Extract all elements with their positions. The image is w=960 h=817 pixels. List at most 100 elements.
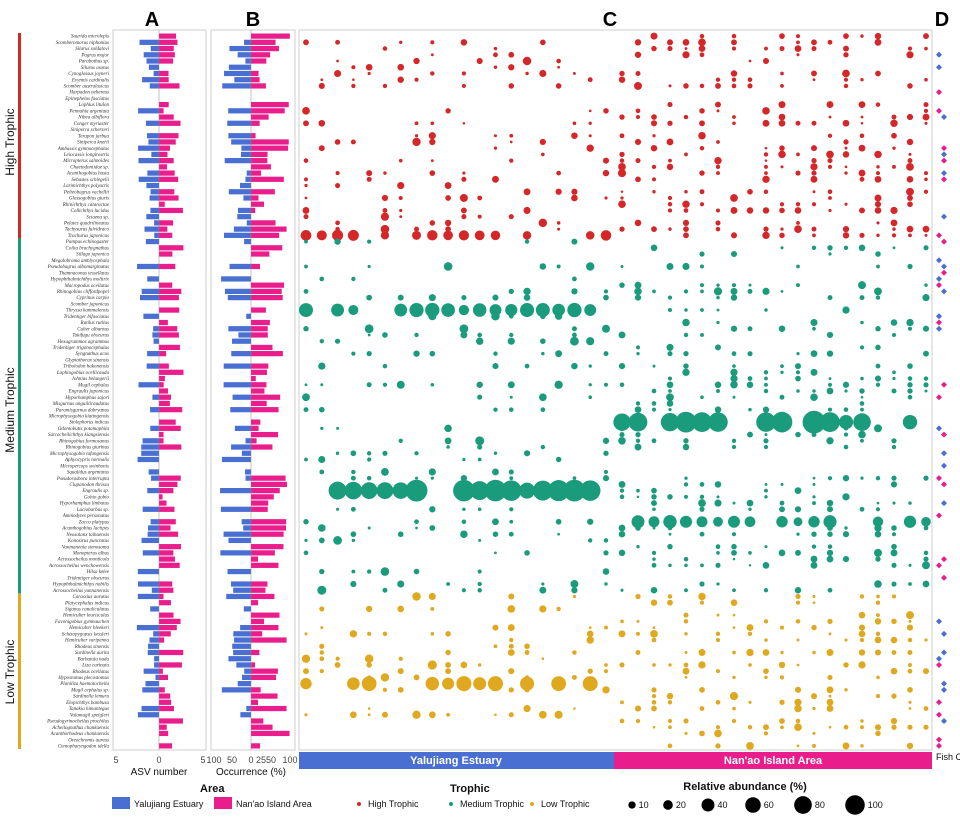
abundance-bubble (859, 176, 865, 182)
abundance-bubble (891, 132, 897, 139)
species-label: Thryssa kammalensis (66, 309, 109, 314)
abundance-bubble (634, 443, 642, 451)
fish-catch-diamond (941, 500, 947, 507)
species-label: Elopichthys bambusa (65, 701, 109, 706)
abundance-bubble (732, 706, 736, 711)
abundance-bubble (876, 501, 880, 505)
abundance-bubble (763, 619, 769, 624)
abundance-bubble (445, 226, 451, 232)
fish-catch-diamond (941, 288, 947, 295)
asv-bar-nanao (159, 70, 169, 77)
asv-bar-nanao (159, 388, 168, 394)
abundance-bubble (571, 587, 578, 594)
abundance-bubble (524, 363, 530, 369)
abundance-bubble (731, 283, 737, 288)
abundance-bubble (652, 134, 656, 138)
abundance-bubble (908, 501, 912, 505)
species-label: Neosalanx taihuensis (65, 533, 109, 538)
abundance-bubble (700, 264, 704, 269)
abundance-bubble (923, 245, 929, 251)
abundance-bubble (875, 600, 881, 605)
abundance-bubble (811, 46, 817, 52)
abundance-bubble (302, 107, 310, 115)
abundance-bubble (572, 650, 577, 655)
species-label: Microphysogobio kiatingensis (48, 415, 109, 420)
abundance-bubble (826, 649, 834, 656)
abundance-bubble (778, 101, 786, 109)
abundance-bubble (540, 444, 546, 450)
abundance-bubble (523, 206, 531, 214)
asv-bar-yalujiang (146, 58, 159, 64)
abundance-bubble (603, 289, 609, 294)
abundance-bubble (876, 264, 880, 269)
fish-catch-diamond (936, 736, 942, 743)
abundance-bubble (858, 144, 866, 152)
abundance-bubble (812, 326, 816, 331)
fish-catch-diamond (936, 742, 942, 749)
abundance-bubble (493, 65, 498, 69)
abundance-bubble (683, 612, 689, 618)
abundance-bubble (698, 38, 706, 47)
abundance-bubble (732, 364, 736, 368)
occurrence-bar-nanao (251, 145, 289, 151)
panel-b-frame (210, 29, 296, 751)
abundance-bubble (827, 587, 833, 593)
asv-bar-yalujiang (153, 631, 159, 637)
abundance-bubble (923, 382, 929, 388)
occurrence-bar-nanao (251, 400, 267, 407)
abundance-bubble (636, 619, 640, 623)
occurrence-bar-yalujiang (227, 568, 251, 575)
abundance-bubble (684, 494, 688, 499)
abundance-bubble (892, 501, 896, 505)
asv-bar-nanao (159, 531, 179, 537)
abundance-bubble (731, 438, 737, 443)
abundance-bubble (328, 481, 347, 500)
abundance-bubble (635, 158, 641, 164)
abundance-bubble (732, 650, 736, 655)
abundance-bubble (430, 53, 434, 57)
fish-catch-diamond (936, 512, 942, 519)
abundance-bubble (491, 175, 499, 183)
abundance-bubble (651, 114, 657, 120)
abundance-bubble (666, 400, 674, 407)
asv-bar-yalujiang (147, 531, 159, 537)
asv-bar-nanao (159, 618, 181, 624)
occurrence-bar-yalujiang (243, 195, 251, 201)
abundance-bubble (714, 481, 722, 488)
abundance-bubble (684, 563, 688, 568)
occurrence-bar-nanao (251, 45, 279, 52)
abundance-bubble (699, 120, 705, 127)
abundance-bubble (299, 303, 313, 318)
asv-bar-nanao (159, 307, 180, 313)
abundance-bubble (428, 711, 436, 719)
species-label: Pelteobagrus vachellii (63, 190, 110, 195)
abundance-bubble (443, 230, 453, 241)
abundance-bubble (666, 393, 674, 402)
abundance-bubble (776, 516, 788, 528)
abundance-bubble (699, 482, 705, 487)
species-label: Rutilus rutilus (80, 321, 110, 326)
abundance-bubble (366, 382, 372, 388)
abundance-bubble (682, 200, 690, 208)
abundance-bubble (366, 294, 373, 301)
abundance-bubble (922, 561, 930, 570)
panel-label-c: C (603, 9, 617, 31)
abundance-bubble (603, 108, 609, 114)
abundance-bubble (618, 437, 626, 445)
abundance-bubble (652, 507, 656, 512)
species-label: Cynoglossus joyneri (68, 72, 109, 77)
species-label: Takifugu obscurus (72, 334, 109, 339)
abundance-bubble (413, 57, 420, 65)
abundance-bubble (508, 687, 514, 693)
abundance-bubble (635, 401, 641, 406)
abundance-bubble (570, 580, 579, 588)
occurrence-bar-yalujiang (240, 712, 251, 718)
occurrence-bar-yalujiang (224, 158, 251, 164)
fish-catch-diamond (936, 89, 942, 96)
asv-bar-nanao (159, 263, 176, 270)
asv-bar-nanao (159, 581, 173, 587)
asv-bar-nanao (159, 494, 163, 500)
species-label: Pampus echinogaster (65, 240, 109, 245)
abundance-bubble (907, 376, 913, 381)
abundance-bubble (923, 102, 929, 108)
